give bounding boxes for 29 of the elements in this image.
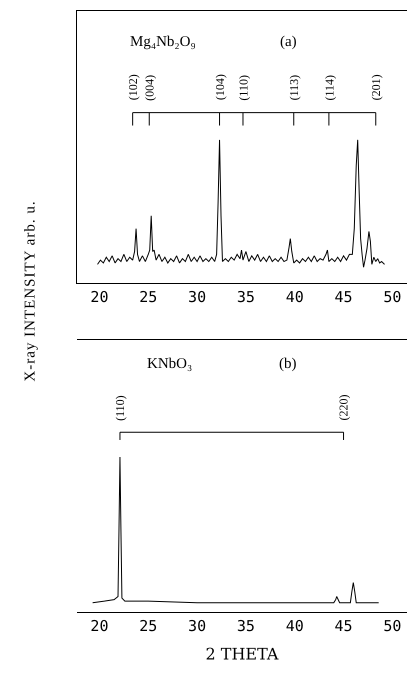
annotation: (113) [287, 74, 302, 100]
x-tick-label: 40 [286, 288, 304, 306]
chart-title: KNbO₃ [147, 356, 192, 372]
x-tick-label: 40 [286, 617, 304, 635]
x-tick-label: 25 [139, 288, 158, 306]
x-tick-label: 20 [90, 617, 108, 635]
x-tick-label: 50 [383, 617, 402, 635]
y-axis-title: X-ray INTENSITY arb. u. [22, 200, 40, 382]
x-tick-label: 35 [236, 288, 255, 306]
annotation: (102) [126, 74, 140, 100]
annotation: (004) [142, 74, 157, 101]
x-tick-label: 30 [188, 288, 206, 306]
annotation: (104) [212, 74, 227, 100]
annotation: (110) [113, 395, 128, 421]
annotation: (201) [369, 74, 384, 100]
x-tick-label: 35 [236, 617, 255, 635]
x-tick-label: 30 [188, 617, 206, 635]
text: (a) [280, 34, 297, 50]
x-tick-label: 50 [383, 288, 402, 306]
annotation: (220) [336, 394, 351, 420]
chart-title: Mg₄Nb₂O₉ [130, 34, 196, 50]
text: (b) [279, 356, 296, 372]
x-tick-label: 25 [139, 617, 158, 635]
x-tick-label: 45 [334, 617, 353, 635]
x-tick-label: 45 [334, 288, 353, 306]
x-tick-label: 20 [90, 288, 108, 306]
annotation: (114) [322, 74, 336, 101]
annotation: (110) [236, 75, 250, 101]
x-axis-title: 2 THETA [206, 644, 279, 664]
